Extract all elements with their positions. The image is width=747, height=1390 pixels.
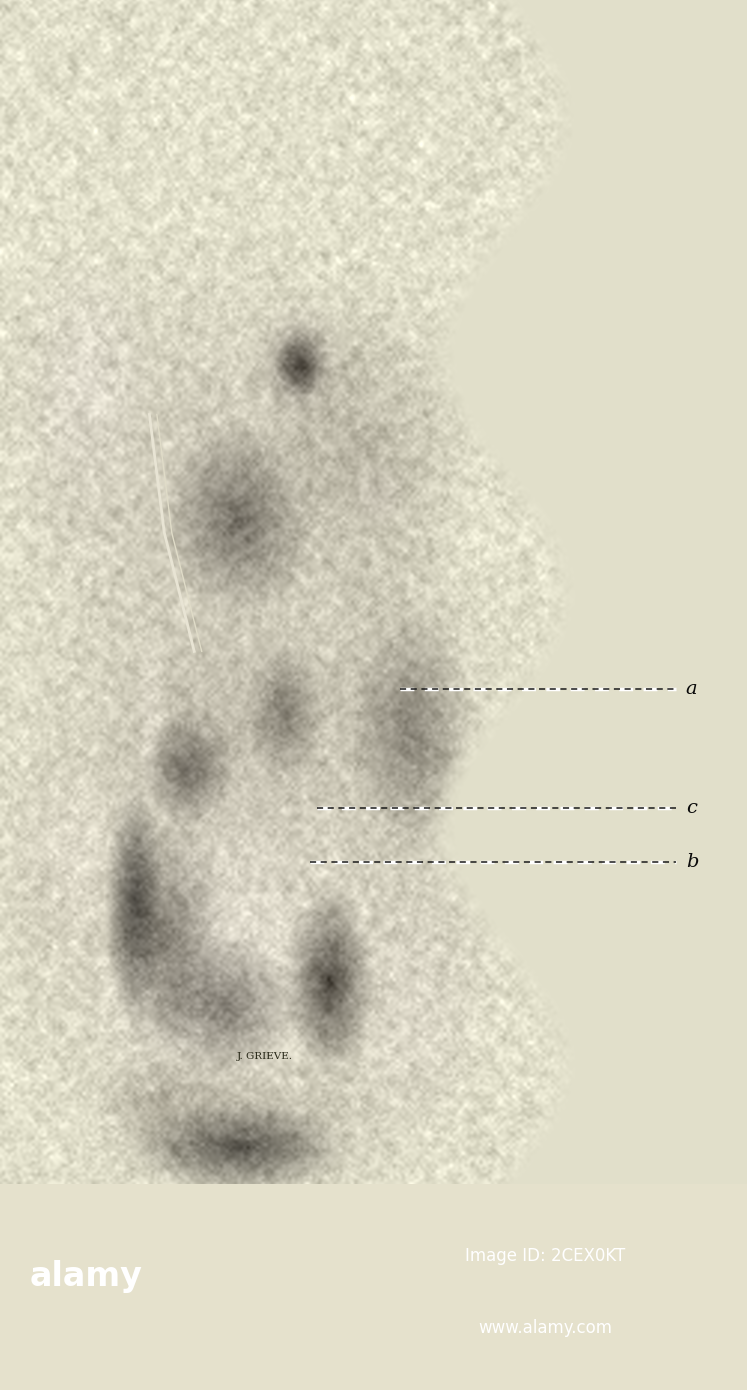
Text: alamy: alamy: [29, 1261, 143, 1293]
Text: Image ID: 2CEX0KT: Image ID: 2CEX0KT: [465, 1247, 625, 1265]
Text: c: c: [686, 799, 697, 817]
Text: www.alamy.com: www.alamy.com: [478, 1319, 613, 1337]
Text: a: a: [686, 680, 698, 698]
Text: J. GRIEVE.: J. GRIEVE.: [238, 1052, 293, 1061]
Text: b: b: [686, 853, 698, 872]
